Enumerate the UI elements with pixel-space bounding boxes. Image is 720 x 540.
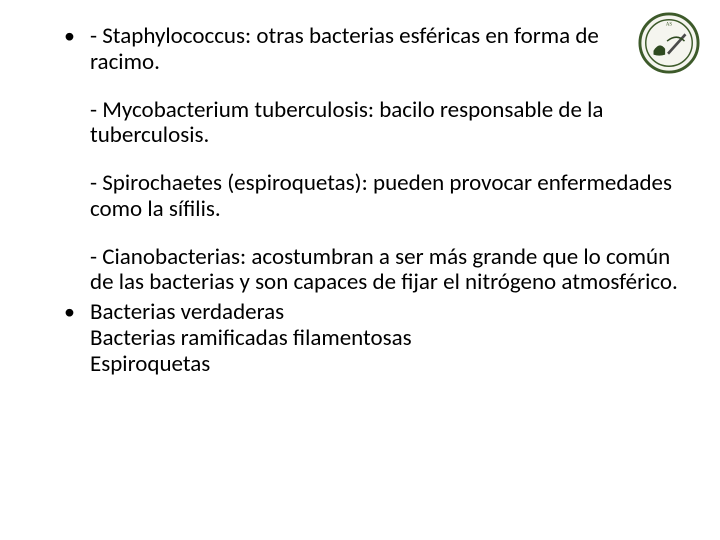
text-espiroquetas: Espiroquetas: [90, 350, 210, 378]
text-bacterias-verdaderas: Bacterias verdaderas: [90, 298, 284, 326]
text-bacterias-ramificadas: Bacterias ramificadas filamentosas: [90, 324, 412, 352]
content-list: - Staphylococcus: otras bacterias esféri…: [64, 24, 680, 377]
list-item-staphylococcus: - Staphylococcus: otras bacterias esféri…: [64, 24, 680, 296]
text-bacterias-block: Bacterias verdaderas Bacterias ramificad…: [90, 300, 680, 377]
text-cianobacterias: - Cianobacterias: acostumbran a ser más …: [90, 245, 680, 297]
text-staphylococcus: - Staphylococcus: otras bacterias esféri…: [90, 24, 680, 76]
text-mycobacterium: - Mycobacterium tuberculosis: bacilo res…: [90, 98, 680, 150]
slide: AS - Staphylococcus: otras bacterias esf…: [0, 0, 720, 540]
list-item-bacterias: Bacterias verdaderas Bacterias ramificad…: [64, 300, 680, 377]
text-spirochaetes: - Spirochaetes (espiroquetas): pueden pr…: [90, 171, 680, 223]
